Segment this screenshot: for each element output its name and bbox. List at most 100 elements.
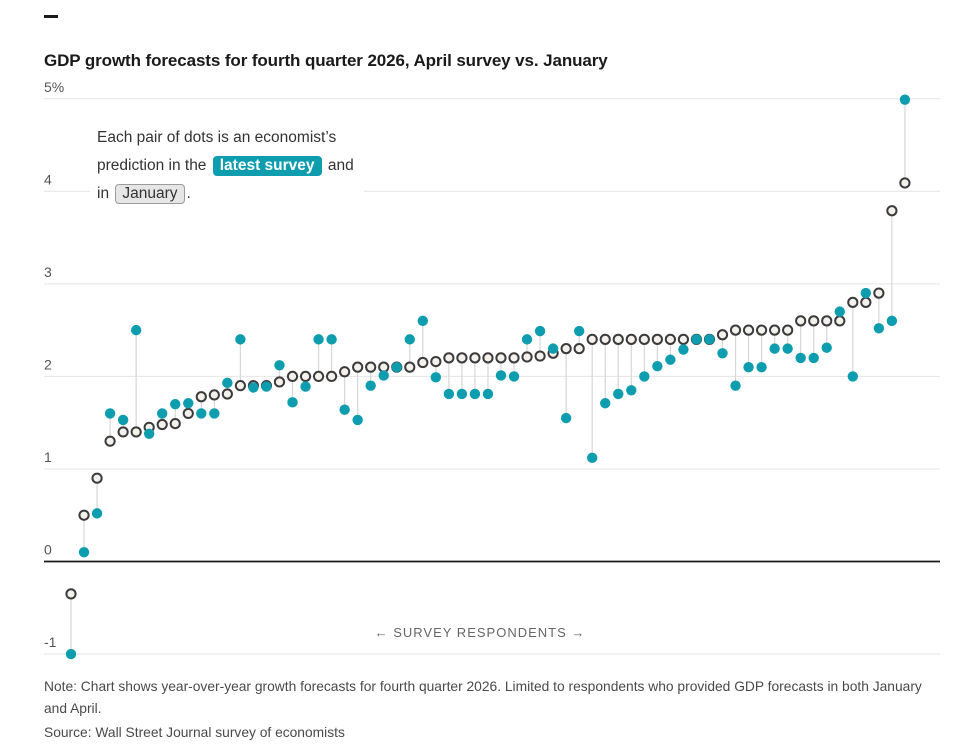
latest-survey-dot[interactable] [547, 343, 559, 354]
latest-survey-dot[interactable] [873, 323, 885, 334]
january-dot[interactable] [273, 376, 286, 388]
latest-survey-dot[interactable] [560, 412, 572, 424]
latest-survey-dot[interactable] [508, 371, 520, 382]
economist-pair[interactable] [339, 366, 351, 415]
january-dot[interactable] [182, 407, 194, 420]
january-dot[interactable] [169, 418, 181, 430]
economist-pair[interactable] [378, 361, 390, 381]
january-dot[interactable] [130, 426, 142, 438]
latest-survey-dot[interactable] [235, 334, 246, 345]
january-dot[interactable] [899, 177, 911, 189]
january-dot[interactable] [729, 324, 742, 336]
january-dot[interactable] [586, 333, 598, 345]
economist-pair[interactable] [143, 421, 155, 439]
january-dot[interactable] [847, 296, 859, 308]
january-dot[interactable] [365, 361, 377, 373]
economist-pair[interactable] [208, 389, 220, 419]
latest-survey-dot[interactable] [847, 371, 858, 382]
january-dot[interactable] [886, 205, 898, 217]
latest-survey-dot[interactable] [143, 428, 155, 439]
economist-pair[interactable] [547, 343, 559, 359]
economist-pair[interactable] [156, 408, 168, 431]
economist-pair[interactable] [703, 333, 716, 345]
latest-survey-dot[interactable] [196, 408, 207, 419]
latest-survey-dot[interactable] [130, 324, 142, 336]
january-dot[interactable] [495, 352, 507, 364]
january-dot[interactable] [573, 343, 585, 355]
january-dot[interactable] [521, 351, 533, 363]
january-dot[interactable] [117, 426, 129, 438]
economist-pair[interactable] [834, 306, 846, 327]
economist-pair[interactable] [391, 361, 403, 373]
latest-survey-dot[interactable] [339, 404, 350, 415]
january-dot[interactable] [860, 296, 872, 308]
january-dot[interactable] [755, 324, 768, 336]
economist-pair[interactable] [130, 324, 142, 438]
latest-survey-dot[interactable] [391, 361, 402, 373]
economist-pair[interactable] [560, 343, 572, 424]
january-dot[interactable] [716, 329, 729, 341]
latest-survey-dot[interactable] [534, 325, 546, 337]
economist-pair[interactable] [104, 408, 116, 447]
january-dot[interactable] [651, 333, 663, 345]
latest-survey-dot[interactable] [886, 315, 898, 327]
economist-pair[interactable] [221, 377, 233, 400]
economist-pair[interactable] [456, 352, 468, 400]
january-dot[interactable] [482, 352, 494, 364]
latest-survey-dot[interactable] [600, 398, 611, 409]
january-dot[interactable] [195, 391, 207, 403]
economist-pair[interactable] [326, 334, 338, 382]
latest-survey-dot[interactable] [860, 287, 872, 299]
latest-survey-dot[interactable] [170, 398, 181, 410]
economist-pair[interactable] [195, 391, 207, 419]
latest-survey-dot[interactable] [808, 352, 819, 364]
january-dot[interactable] [808, 315, 820, 327]
latest-survey-dot[interactable] [482, 388, 494, 400]
latest-survey-dot[interactable] [795, 352, 806, 364]
latest-survey-dot[interactable] [430, 372, 442, 383]
latest-survey-dot[interactable] [573, 325, 585, 337]
latest-survey-dot[interactable] [639, 371, 650, 382]
january-dot[interactable] [417, 356, 429, 369]
january-dot[interactable] [78, 509, 90, 521]
economist-pair[interactable] [352, 361, 364, 426]
economist-pair[interactable] [769, 324, 781, 354]
economist-pair[interactable] [169, 398, 181, 430]
latest-survey-dot[interactable] [313, 334, 324, 345]
latest-survey-dot[interactable] [157, 408, 168, 419]
latest-survey-dot[interactable] [274, 360, 285, 371]
economist-pair[interactable] [469, 352, 481, 400]
january-dot[interactable] [599, 333, 611, 345]
january-dot[interactable] [612, 333, 624, 345]
latest-survey-dot[interactable] [691, 334, 702, 345]
latest-survey-dot[interactable] [352, 414, 363, 426]
economist-pair[interactable] [716, 329, 729, 359]
latest-survey-dot[interactable] [261, 381, 272, 392]
january-dot[interactable] [469, 352, 481, 364]
january-dot[interactable] [65, 588, 77, 600]
economist-pair[interactable] [312, 334, 325, 382]
economist-pair[interactable] [651, 333, 663, 372]
latest-survey-dot[interactable] [365, 380, 376, 391]
latest-survey-dot[interactable] [769, 343, 780, 354]
economist-pair[interactable] [886, 205, 898, 327]
economist-pair[interactable] [286, 370, 299, 408]
economist-pair[interactable] [612, 333, 624, 400]
economist-pair[interactable] [664, 333, 676, 365]
economist-pair[interactable] [508, 352, 520, 382]
latest-survey-dot[interactable] [117, 414, 129, 426]
january-dot[interactable] [156, 418, 168, 431]
january-dot[interactable] [834, 315, 846, 327]
january-dot[interactable] [664, 333, 676, 345]
latest-survey-dot[interactable] [287, 397, 298, 408]
economist-pair[interactable] [534, 325, 546, 362]
january-dot[interactable] [534, 350, 546, 362]
latest-survey-dot[interactable] [209, 408, 220, 419]
economist-pair[interactable] [755, 324, 768, 373]
latest-survey-dot[interactable] [326, 334, 337, 345]
latest-survey-dot[interactable] [730, 380, 741, 391]
latest-survey-dot[interactable] [821, 342, 832, 353]
january-dot[interactable] [299, 370, 312, 382]
january-dot[interactable] [312, 370, 325, 382]
economist-pair[interactable] [586, 333, 598, 464]
